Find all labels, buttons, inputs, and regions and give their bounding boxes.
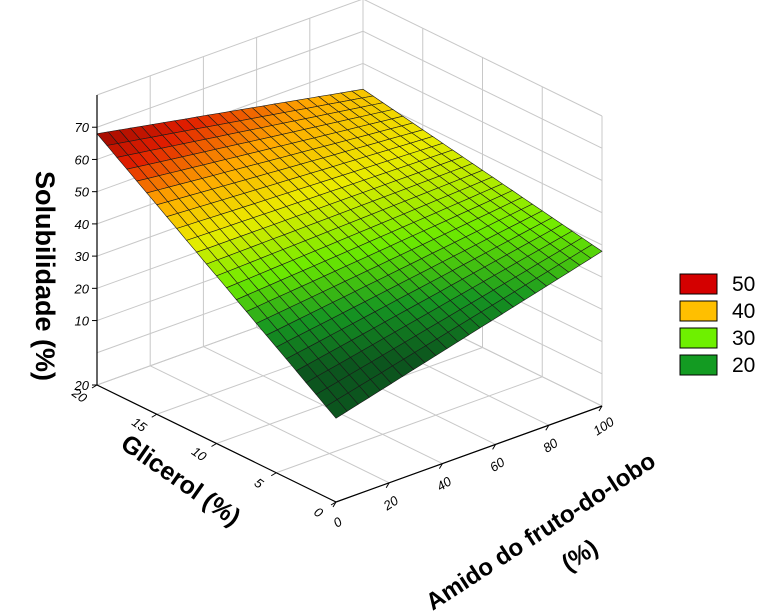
x-tick-label: 60 — [487, 454, 508, 475]
x-tick-label: 100 — [590, 414, 617, 439]
z-tick-label: 50 — [75, 185, 90, 200]
x-tick-mark — [545, 424, 550, 431]
z-tick-label: 10 — [75, 314, 90, 329]
surface-cell — [325, 399, 348, 419]
z-tick-label: 60 — [75, 152, 90, 167]
legend-label-50: 50 — [732, 273, 755, 296]
z-axis-title: Solubilidade (%) — [30, 171, 60, 381]
y-tick-label: 5 — [252, 475, 267, 492]
y-tick-label-mark — [270, 472, 277, 477]
x-tick-mark — [385, 482, 390, 489]
legend-swatch-40 — [679, 300, 718, 322]
x-axis-title-line2: (%) — [557, 534, 603, 577]
legend-swatch-20 — [679, 354, 718, 376]
x-tick-label: 0 — [330, 514, 345, 531]
x-axis-title-line1: Amido do fruto-do-lobo — [421, 447, 660, 611]
y-axis-title: Glicerol (%) — [116, 429, 246, 532]
z-tick-label: 70 — [75, 120, 90, 135]
x-tick-label: 80 — [540, 435, 561, 456]
x-tick-mark — [492, 444, 497, 450]
z-tick-label: 20 — [74, 378, 90, 393]
y-tick-label: 0 — [311, 504, 326, 521]
legend: 50 40 30 20 — [679, 273, 755, 377]
back-wall-gridline — [96, 0, 362, 96]
back-wall-gridline — [96, 30, 364, 128]
legend-swatch-30 — [679, 327, 718, 349]
z-tick-label: 30 — [75, 249, 90, 264]
floor-gridline — [276, 376, 543, 474]
surface — [96, 88, 603, 419]
y-tick-label: 10 — [189, 444, 210, 465]
legend-label-30: 30 — [732, 327, 755, 350]
x-tick-label: 20 — [380, 492, 402, 513]
z-tick-label: 40 — [75, 217, 90, 232]
legend-label-40: 40 — [732, 300, 755, 323]
y-tick-label-mark — [211, 443, 217, 447]
z-tick-label: 20 — [74, 281, 90, 296]
y-tick-label-mark — [151, 413, 158, 418]
legend-swatch-50 — [679, 273, 718, 295]
legend-label-20: 20 — [732, 354, 755, 377]
x-tick-label: 40 — [434, 473, 455, 494]
y-tick-label-mark — [330, 501, 337, 506]
x-tick-mark — [598, 405, 603, 412]
x-tick-mark — [438, 463, 443, 469]
x-axis-line — [335, 405, 603, 503]
